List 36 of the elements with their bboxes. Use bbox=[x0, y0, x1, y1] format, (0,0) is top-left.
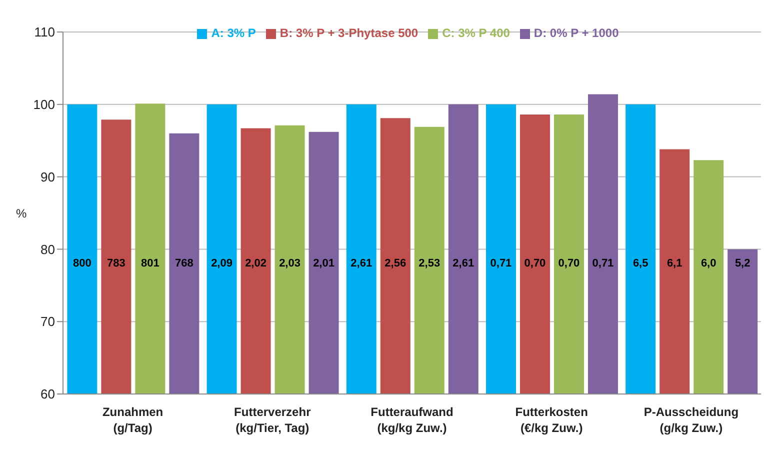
annotation: 768 bbox=[175, 258, 194, 270]
annotation: 0,71 bbox=[490, 258, 512, 270]
annotation: 2,56 bbox=[384, 258, 406, 270]
y-tick-label: 70 bbox=[40, 314, 55, 330]
annotation: 5,2 bbox=[734, 258, 750, 270]
annotation: 2,03 bbox=[279, 258, 300, 270]
annotation: 801 bbox=[141, 258, 160, 270]
legend-label: B: 3% P + 3-Phytase 500 bbox=[280, 26, 418, 40]
annotation: 2,61 bbox=[452, 258, 474, 270]
annotation: 0,70 bbox=[558, 258, 580, 270]
y-tick-label: 90 bbox=[40, 169, 55, 184]
annotation: 0,71 bbox=[592, 258, 614, 270]
annotation: 6,1 bbox=[666, 258, 682, 270]
x-tick-label: Futteraufwand (kg/kg Zuw.) bbox=[370, 405, 454, 435]
y-tick-label: 110 bbox=[34, 24, 55, 40]
annotation: 2,01 bbox=[313, 258, 334, 270]
annotation: 2,09 bbox=[211, 258, 232, 270]
annotation: 783 bbox=[107, 258, 126, 270]
x-tick-label: Futterverzehr (kg/Tier, Tag) bbox=[234, 405, 312, 435]
annotation: 2,02 bbox=[245, 258, 266, 270]
legend-label: A: 3% P bbox=[211, 26, 256, 40]
y-tick-label: 100 bbox=[33, 97, 55, 112]
annotation: 2,53 bbox=[418, 258, 440, 270]
legend-label: D: 0% P + 1000 bbox=[534, 26, 619, 40]
x-tick-label: Zunahmen (g/Tag) bbox=[102, 405, 164, 435]
y-tick-label: 60 bbox=[40, 386, 55, 402]
x-tick-label: Futterkosten (€/kg Zuw.) bbox=[515, 405, 588, 435]
y-axis-title: % bbox=[16, 206, 27, 220]
annotation: 0,70 bbox=[524, 258, 546, 270]
annotation: 2,61 bbox=[350, 258, 372, 270]
annotation: 6,5 bbox=[632, 258, 648, 270]
annotation: 800 bbox=[73, 258, 92, 270]
annotation: 6,0 bbox=[700, 258, 716, 270]
legend-label: C: 3% P 400 bbox=[442, 26, 510, 40]
x-tick-label: P-Ausscheidung (g/kg Zuw.) bbox=[644, 405, 739, 435]
y-tick-label: 80 bbox=[40, 242, 55, 257]
